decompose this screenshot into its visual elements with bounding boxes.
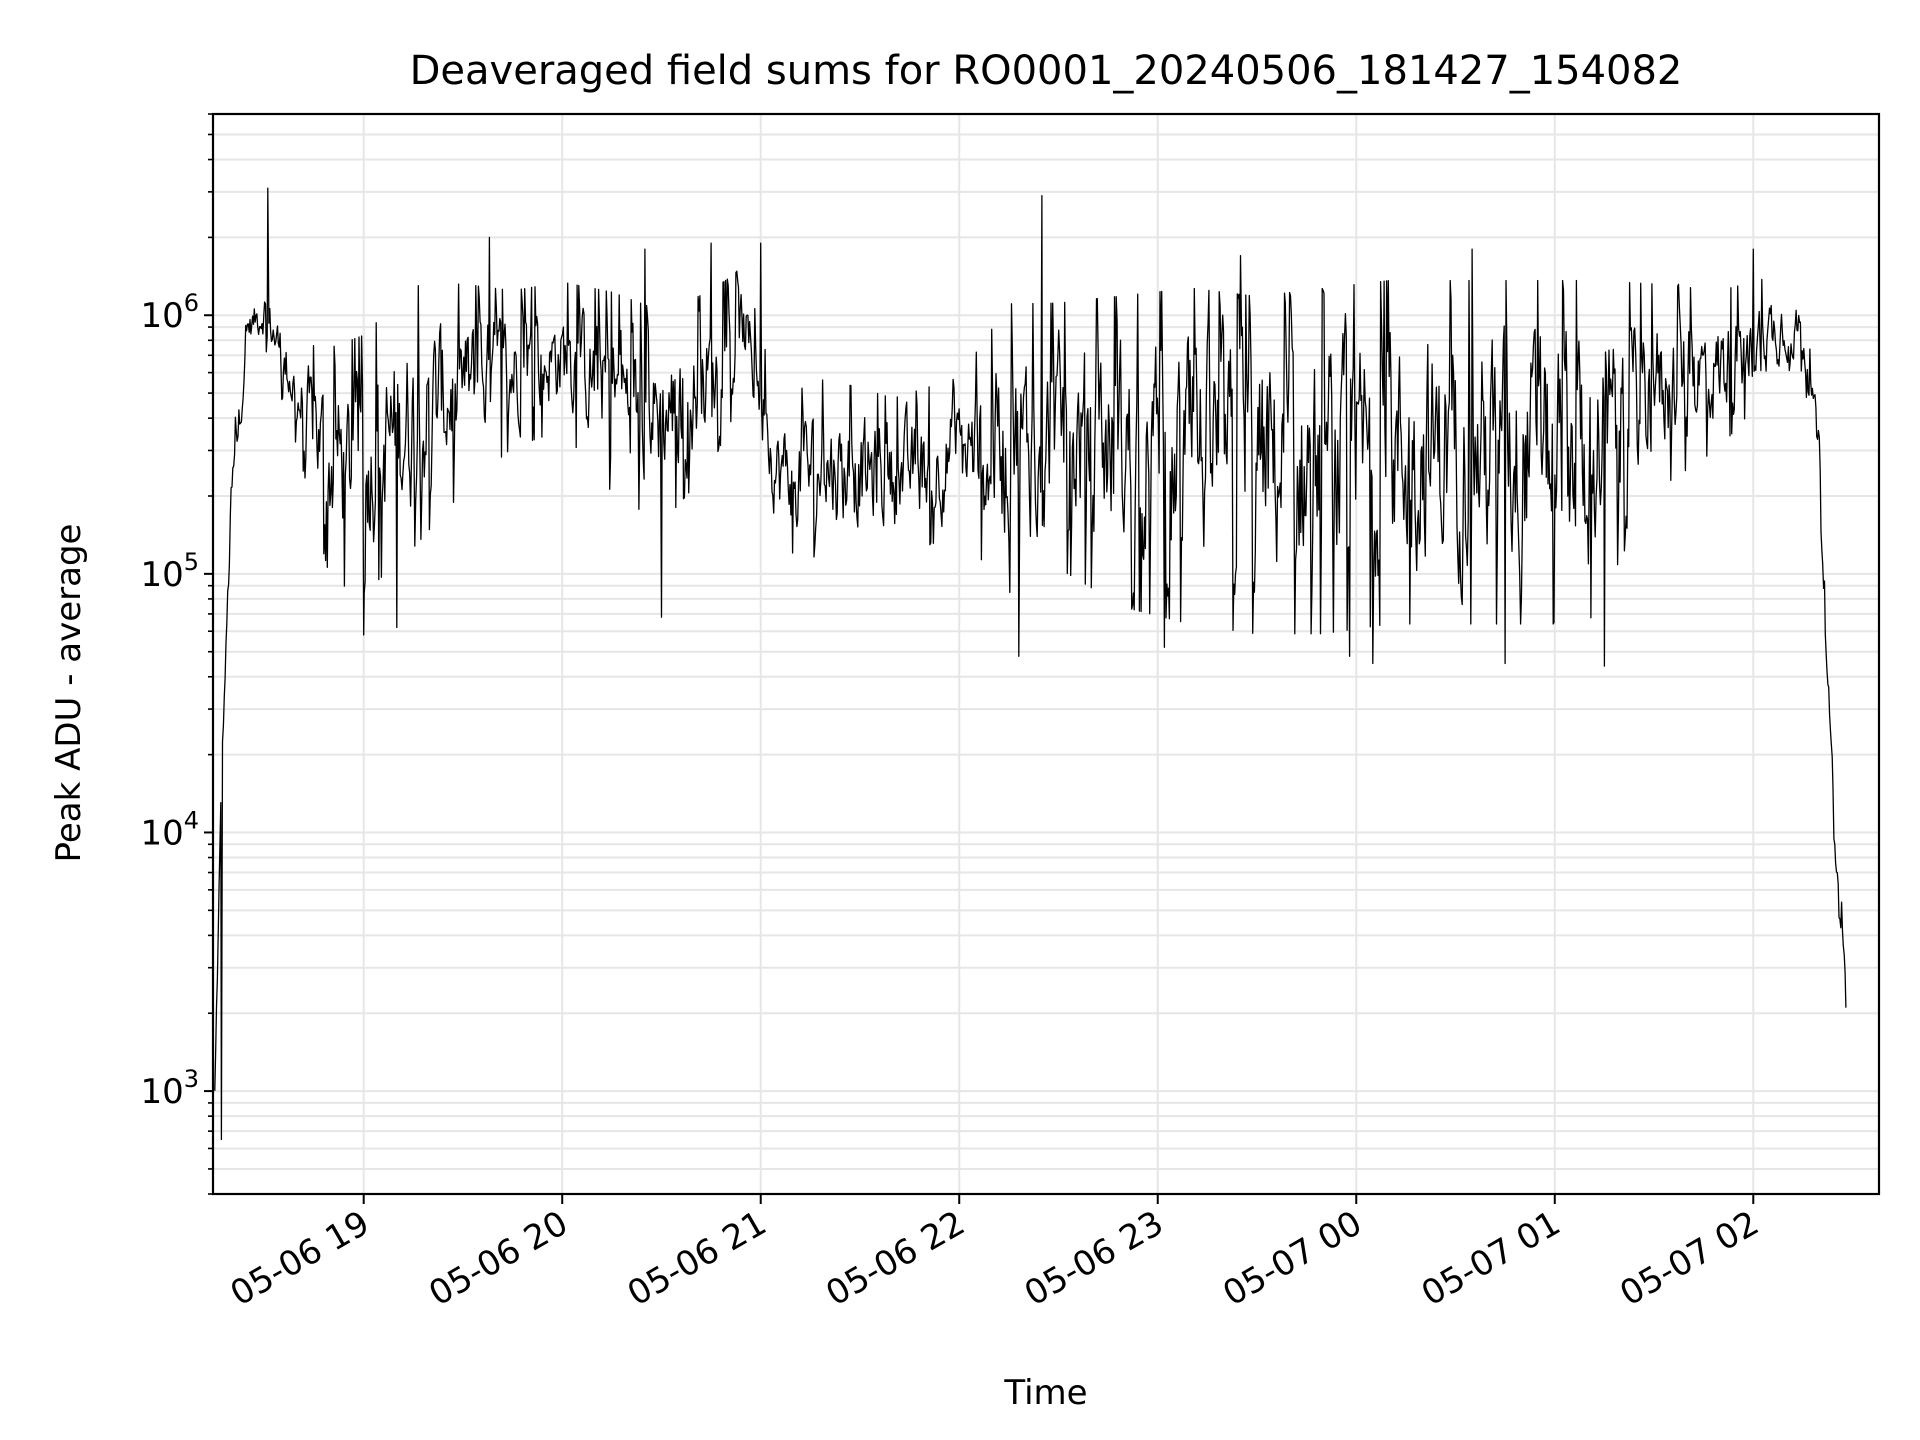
- chart-title: Deaveraged field sums for RO0001_2024050…: [410, 48, 1683, 94]
- axes-frame: [211, 112, 1881, 1196]
- y-tick-label: 104: [140, 806, 199, 853]
- y-tick-label: 106: [140, 289, 199, 336]
- plot-area: [214, 187, 1847, 1141]
- y-tick-label: 105: [140, 548, 199, 595]
- x-axis-label: Time: [1003, 1373, 1087, 1413]
- y-tick-label: 103: [140, 1065, 199, 1112]
- series-line: [214, 187, 1847, 1141]
- y-axis-label: Peak ADU - average: [49, 524, 89, 863]
